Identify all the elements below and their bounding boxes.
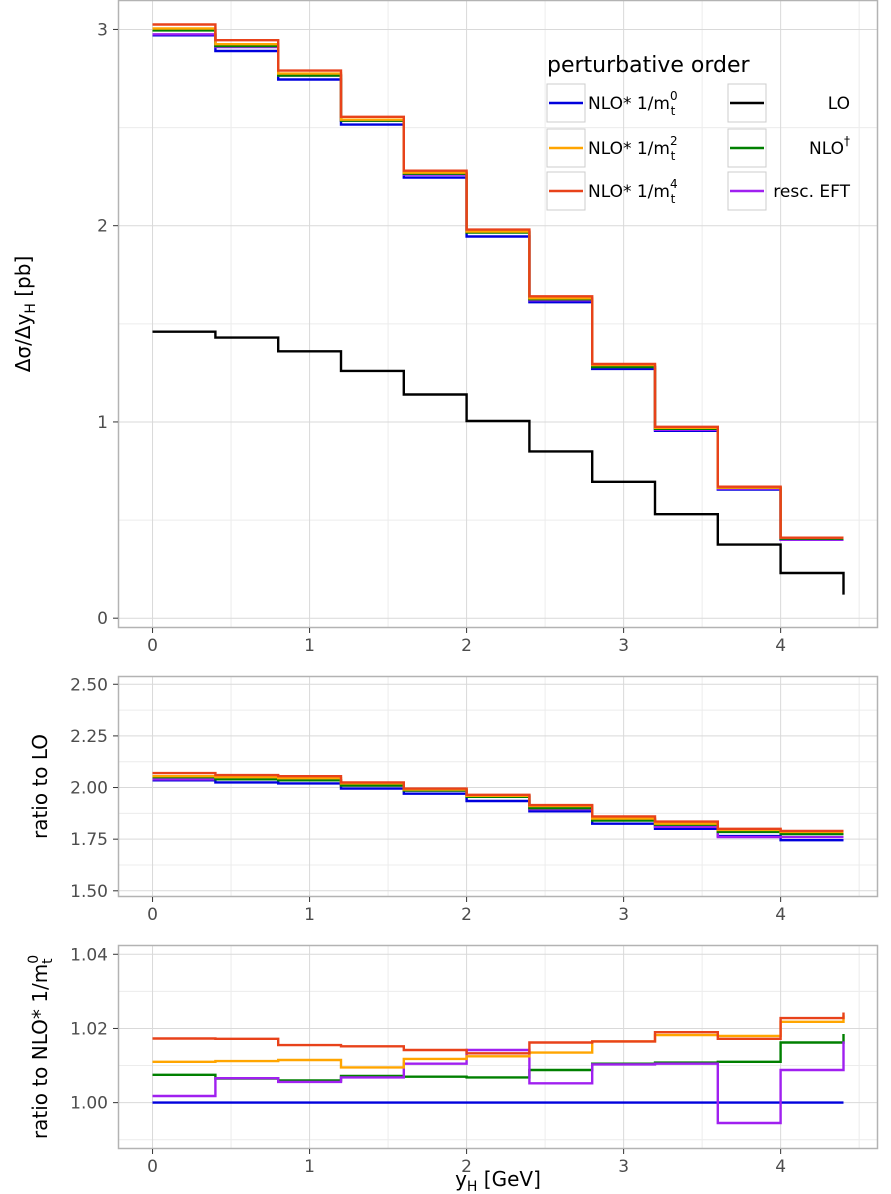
y-tick-label: 2.00	[70, 779, 108, 799]
x-tick-label: 1	[304, 905, 315, 925]
y-axis-title: ratio to NLO* 1/m0t	[26, 955, 56, 1139]
y-axis-title: ratio to LO	[28, 734, 52, 839]
x-tick-label: 1	[304, 1157, 315, 1177]
legend-key-lo: LO	[727, 83, 850, 123]
legend-label-nlo2: NLO* 1/m2 t	[588, 134, 678, 163]
chart-panels: 0 1 2 3 0 1 2 3 4 Δσ/ΔyH [pb] 1.50 1.75 2.00 2.25 2.50…	[11, 0, 879, 1194]
x-tick-label: 0	[147, 905, 158, 925]
x-tick-label: 4	[775, 636, 786, 656]
y-tick-label: 0	[97, 609, 108, 629]
legend-key-nlo2: NLO* 1/m2 t	[546, 128, 678, 168]
legend-label-nlodag: NLO†	[809, 134, 850, 159]
x-tick-label: 0	[147, 636, 158, 656]
panel-border	[117, 675, 879, 898]
y-tick-label: 1.50	[70, 882, 108, 902]
y-axis-title: Δσ/ΔyH [pb]	[11, 256, 39, 373]
y-tick-label: 2	[97, 217, 108, 237]
x-tick-label: 4	[775, 1157, 786, 1177]
legend-label-nlo0: NLO* 1/m0 t	[588, 89, 678, 118]
panel-border	[117, 0, 879, 629]
y-tick-label: 2.25	[70, 727, 108, 747]
axes: 1.50 1.75 2.00 2.25 2.50 0 1 2 3 4	[70, 675, 786, 925]
x-tick-label: 3	[618, 905, 629, 925]
panel-2: 1.50 1.75 2.00 2.25 2.50 0 1 2 3 4 ratio to LO	[28, 675, 879, 925]
series-group	[152, 1012, 845, 1125]
x-tick-label: 4	[775, 905, 786, 925]
y-tick-label: 2.50	[70, 675, 108, 695]
legend-label-eft: resc. EFT	[773, 182, 850, 202]
x-tick-label: 0	[147, 1157, 158, 1177]
panel-1: 0 1 2 3 0 1 2 3 4 Δσ/ΔyH [pb]	[11, 0, 879, 656]
x-tick-label: 2	[461, 636, 472, 656]
legend-title: perturbative order	[547, 53, 751, 78]
y-tick-label: 1.75	[70, 830, 108, 850]
legend-key-nlodag: NLO†	[727, 128, 850, 168]
series-line-nlo4	[152, 771, 844, 833]
series-group	[152, 771, 844, 842]
panel-3: 1.00 1.02 1.04 0 1 2 3 4 ratio to NLO* 1/m0t yH […	[26, 944, 879, 1194]
x-tick-label: 3	[618, 636, 629, 656]
axes: 1.00 1.02 1.04 0 1 2 3 4	[70, 945, 786, 1177]
y-tick-label: 1.00	[70, 1094, 108, 1114]
series-line-lo	[152, 330, 845, 595]
legend-label-lo: LO	[828, 94, 850, 114]
axes: 0 1 2 3 0 1 2 3 4	[97, 20, 786, 656]
legend-label-nlo4: NLO* 1/m4 t	[588, 177, 678, 206]
grid	[118, 945, 878, 1149]
x-tick-label: 1	[304, 636, 315, 656]
legend-key-nlo0: NLO* 1/m0 t	[546, 83, 678, 123]
legend-key-nlo4: NLO* 1/m4 t	[546, 171, 678, 211]
legend-key-eft: resc. EFT	[727, 171, 851, 211]
series-line-nlo4	[152, 23, 844, 539]
y-tick-label: 1.04	[70, 945, 108, 965]
x-axis-title: yH [GeV]	[455, 1167, 541, 1194]
x-tick-label: 2	[461, 905, 472, 925]
x-tick-label: 2	[461, 1157, 472, 1177]
y-tick-label: 1	[97, 413, 108, 433]
chart-legend: perturbative order NLO* 1/m0 t LO NLO* 1/m2…	[546, 53, 851, 211]
grid	[118, 676, 878, 897]
series-line-nlo2	[152, 1015, 845, 1069]
y-tick-label: 3	[97, 20, 108, 40]
x-tick-label: 3	[618, 1157, 629, 1177]
y-tick-label: 1.02	[70, 1019, 108, 1039]
series-group	[152, 23, 845, 595]
series-line-nlo4	[152, 1012, 845, 1055]
panel-border	[117, 944, 879, 1150]
